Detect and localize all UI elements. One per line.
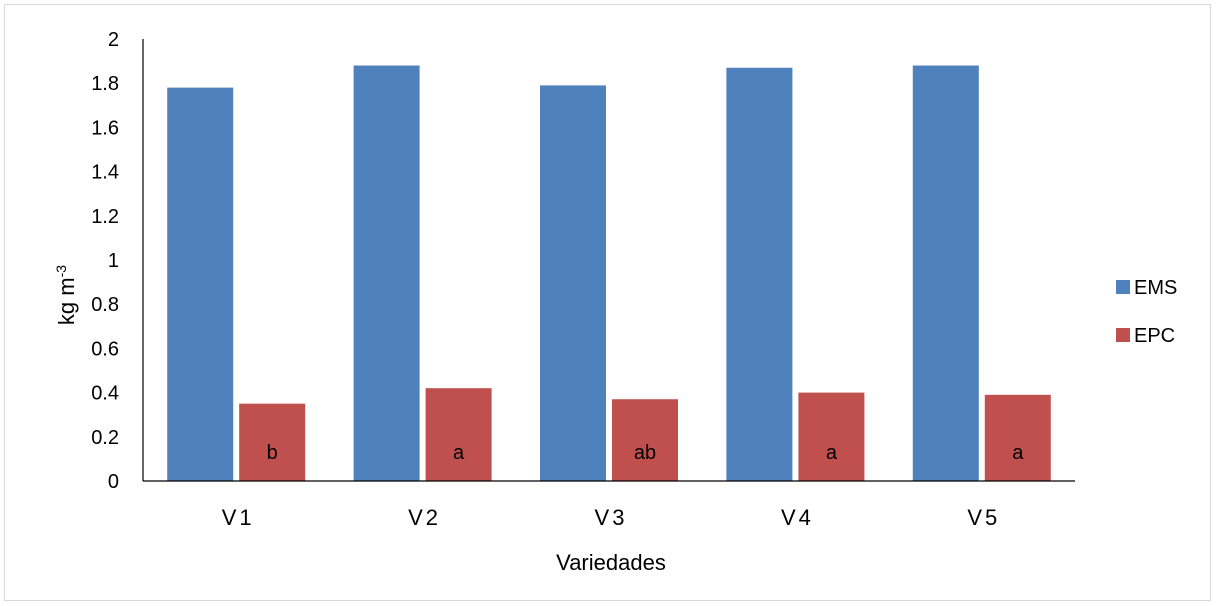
x-tick-label-v1: V1 — [222, 505, 255, 530]
significance-label-v2: a — [453, 442, 465, 464]
bar-ems-v3 — [540, 85, 606, 481]
bar-ems-v5 — [912, 65, 979, 482]
y-tick-label: 0 — [108, 471, 119, 493]
significance-label-v3: ab — [634, 442, 656, 464]
y-tick-label: 1.8 — [91, 73, 119, 95]
significance-label-v5: a — [1012, 442, 1024, 464]
bar-ems-v2 — [353, 65, 420, 482]
y-axis-title: kg m-3 — [53, 265, 79, 325]
significance-label-v1: b — [267, 442, 278, 464]
significance-labels: b a ab a a — [267, 442, 1025, 464]
bar-epc-v2 — [425, 388, 492, 481]
y-tick-label: 0.4 — [91, 383, 119, 405]
significance-label-v4: a — [826, 442, 838, 464]
legend-swatch-epc — [1116, 328, 1130, 342]
bar-ems-v4 — [726, 67, 793, 481]
x-tick-label-v5: V5 — [967, 505, 1000, 530]
y-tick-label: 1.4 — [91, 162, 119, 184]
axes — [142, 39, 1075, 482]
legend-label-epc: EPC — [1134, 325, 1175, 347]
bar-epc-v4 — [798, 392, 865, 481]
x-tick-label-v3: V3 — [595, 505, 628, 530]
legend-swatch-ems — [1116, 280, 1130, 294]
legend-label-ems: EMS — [1134, 277, 1177, 299]
y-tick-label: 2 — [108, 29, 119, 51]
bars-layer — [167, 65, 1051, 482]
bar-epc-v3 — [612, 399, 678, 481]
y-axis-title-main: kg m — [54, 277, 79, 325]
legend: EMS EPC — [1116, 277, 1177, 347]
y-tick-label: 1 — [108, 250, 119, 272]
x-axis-title: Variedades — [556, 550, 666, 575]
y-tick-label: 0.2 — [91, 427, 119, 449]
y-tick-label: 1.6 — [91, 117, 119, 139]
bar-epc-v5 — [984, 394, 1051, 481]
y-tick-label: 1.2 — [91, 206, 119, 228]
y-tick-labels: 0 0.2 0.4 0.6 0.8 1 1.2 1.4 1.6 1.8 2 — [91, 29, 119, 493]
x-tick-label-v4: V4 — [781, 505, 814, 530]
bar-ems-v1 — [167, 87, 234, 482]
bar-epc-v1 — [239, 403, 306, 481]
x-tick-label-v2: V2 — [408, 505, 441, 530]
y-tick-label: 0.6 — [91, 338, 119, 360]
y-tick-label: 0.8 — [91, 294, 119, 316]
y-axis-title-superscript: -3 — [53, 265, 69, 278]
x-tick-labels: V1 V2 V3 V4 V5 — [222, 505, 1000, 530]
